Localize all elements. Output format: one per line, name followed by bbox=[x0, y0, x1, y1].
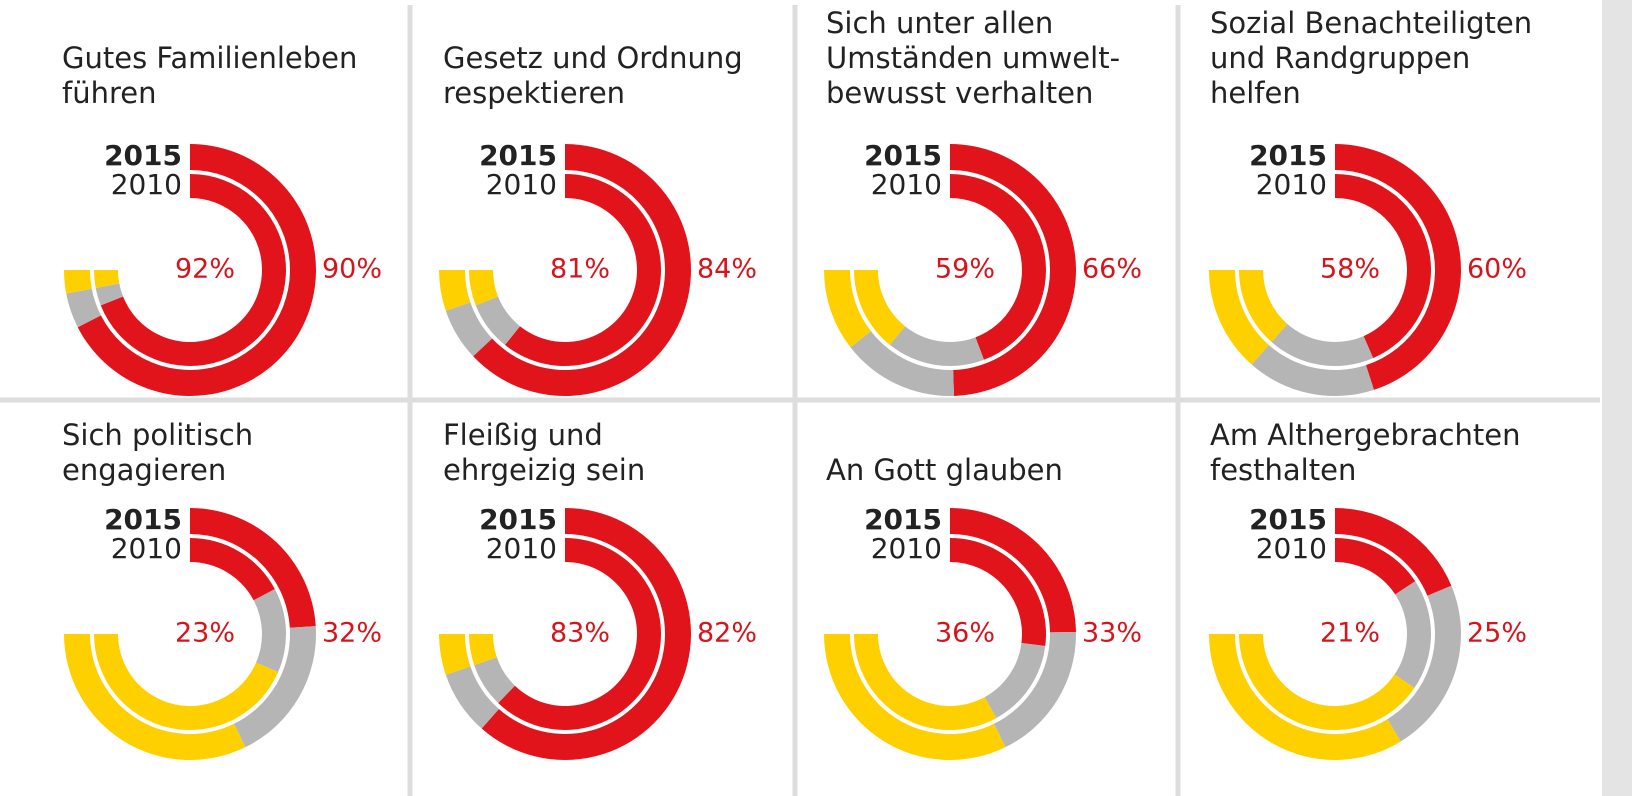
year-label: 2010 bbox=[871, 532, 942, 565]
ring-segment bbox=[474, 657, 515, 703]
ring-segment bbox=[439, 634, 471, 675]
ring-segment bbox=[889, 326, 984, 366]
value-label: 33% bbox=[1082, 618, 1142, 649]
value-label: 92% bbox=[175, 254, 235, 285]
panel-title: und Randgruppen bbox=[1210, 41, 1470, 75]
ring-segment bbox=[95, 283, 124, 306]
panel-title: Sich politisch bbox=[62, 418, 253, 452]
value-label: 66% bbox=[1082, 254, 1142, 285]
ring-segment bbox=[854, 634, 997, 730]
ring-segment bbox=[469, 634, 497, 666]
value-label: 21% bbox=[1320, 618, 1380, 649]
ring-segment bbox=[824, 270, 871, 348]
ring-segment bbox=[504, 174, 661, 366]
year-label: 2015 bbox=[1249, 503, 1327, 536]
value-label: 36% bbox=[935, 618, 995, 649]
ring-segment bbox=[190, 508, 316, 628]
ring-segment bbox=[950, 538, 1046, 647]
value-label: 58% bbox=[1320, 254, 1380, 285]
ring-segment bbox=[1209, 634, 1401, 761]
panel-title: festhalten bbox=[1210, 453, 1356, 487]
ring-segment bbox=[66, 288, 101, 328]
value-label: 59% bbox=[935, 254, 995, 285]
value-label: 25% bbox=[1467, 618, 1527, 649]
value-label: 60% bbox=[1467, 254, 1527, 285]
ring-segment bbox=[253, 589, 286, 673]
value-label: 32% bbox=[322, 618, 382, 649]
ring-segment bbox=[1387, 585, 1462, 742]
year-label: 2015 bbox=[479, 139, 557, 172]
ring-segment bbox=[64, 634, 246, 761]
panel-title: Fleißig und bbox=[443, 418, 603, 452]
panel-title: respektieren bbox=[443, 76, 625, 110]
panel-title: Sich unter allen bbox=[826, 6, 1053, 40]
year-label: 2010 bbox=[111, 168, 182, 201]
ring-segment bbox=[94, 634, 279, 730]
ring-segment bbox=[1209, 270, 1269, 365]
ring-segment bbox=[1271, 324, 1374, 366]
year-label: 2015 bbox=[104, 139, 182, 172]
ring-segment bbox=[850, 331, 954, 396]
value-label: 90% bbox=[322, 254, 382, 285]
year-label: 2010 bbox=[111, 532, 182, 565]
ring-segment bbox=[469, 270, 499, 306]
value-label: 81% bbox=[550, 254, 610, 285]
ring-segment bbox=[475, 296, 520, 345]
scrollbar bbox=[1602, 0, 1632, 796]
panel-title: Umständen umwelt- bbox=[826, 41, 1120, 75]
ring-segment bbox=[94, 270, 120, 288]
ring-segment bbox=[824, 634, 1006, 761]
value-label: 84% bbox=[697, 254, 757, 285]
ring-segment bbox=[481, 508, 691, 760]
year-label: 2015 bbox=[864, 503, 942, 536]
panel-title: Gutes Familienleben bbox=[62, 41, 357, 75]
ring-segment bbox=[1335, 538, 1416, 595]
panel-title: helfen bbox=[1210, 76, 1301, 110]
ring-segment bbox=[445, 666, 499, 729]
panel-title: Sozial Benachteiligten bbox=[1210, 6, 1532, 40]
ring-segment bbox=[445, 302, 493, 357]
ring-segment bbox=[984, 643, 1046, 719]
year-label: 2010 bbox=[486, 168, 557, 201]
ring-segment bbox=[1335, 174, 1431, 359]
value-label: 23% bbox=[175, 618, 235, 649]
ring-segment bbox=[950, 508, 1076, 633]
ring-segment bbox=[1394, 581, 1432, 688]
panel-title: Gesetz und Ordnung bbox=[443, 41, 743, 75]
ring-segment bbox=[64, 270, 92, 294]
year-label: 2015 bbox=[479, 503, 557, 536]
value-label: 83% bbox=[550, 618, 610, 649]
ring-segment bbox=[190, 538, 275, 601]
year-label: 2015 bbox=[1249, 139, 1327, 172]
panel-title: An Gott glauben bbox=[826, 453, 1063, 487]
ring-segment bbox=[993, 632, 1077, 748]
ring-segment bbox=[498, 538, 661, 731]
year-label: 2015 bbox=[864, 139, 942, 172]
ring-segment bbox=[950, 144, 1077, 396]
ring-segment bbox=[1335, 144, 1461, 390]
year-label: 2010 bbox=[486, 532, 557, 565]
year-label: 2010 bbox=[1256, 168, 1327, 201]
year-label: 2010 bbox=[1256, 532, 1327, 565]
panel-title: Am Althergebrachten bbox=[1210, 418, 1520, 452]
ring-segment bbox=[1251, 345, 1374, 397]
value-label: 82% bbox=[697, 618, 757, 649]
panel-title: bewusst verhalten bbox=[826, 76, 1093, 110]
ring-segment bbox=[1239, 270, 1288, 343]
ring-segment bbox=[854, 270, 905, 345]
ring-segment bbox=[439, 270, 471, 311]
panel-title: engagieren bbox=[62, 453, 226, 487]
ring-segment bbox=[473, 144, 691, 396]
year-label: 2010 bbox=[871, 168, 942, 201]
ring-segment bbox=[1239, 634, 1415, 731]
ring-segment bbox=[233, 626, 316, 748]
panel-title: führen bbox=[62, 76, 156, 110]
ring-segment bbox=[1335, 508, 1452, 596]
ring-segment bbox=[950, 174, 1046, 360]
year-label: 2015 bbox=[104, 503, 182, 536]
panel-title: ehrgeizig sein bbox=[443, 453, 645, 487]
